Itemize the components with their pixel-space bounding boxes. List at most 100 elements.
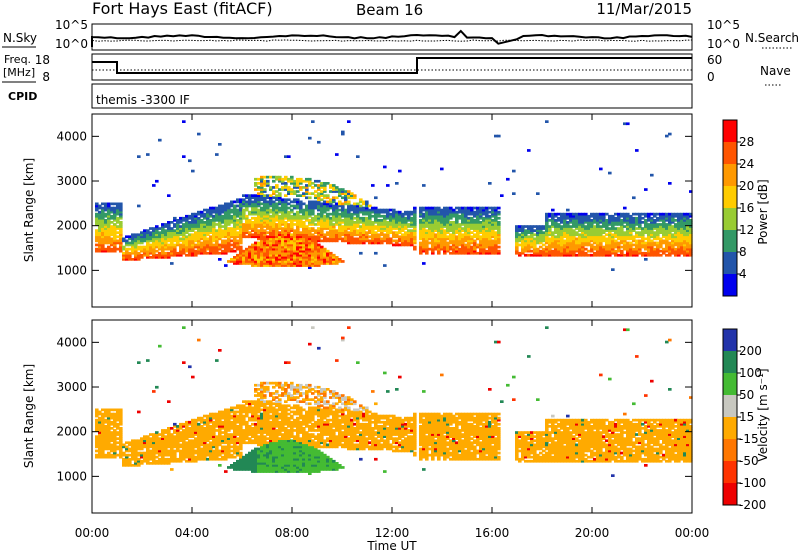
power-cell [419,227,423,230]
power-cell [266,245,270,249]
power-cell [452,251,456,255]
velocity-cell [116,441,120,445]
power-cell [167,253,171,257]
power-cell [278,239,282,243]
power-cell [170,249,174,253]
power-cell [554,227,558,230]
power-cell [203,212,207,216]
power-cell [353,237,357,241]
power-cell [248,210,252,214]
power-cell [206,221,210,224]
power-cell [224,202,228,206]
power-cell [566,251,570,255]
power-cell [470,208,474,212]
power-cell [314,241,318,245]
velocity-cell [104,439,108,443]
power-cell [155,227,159,230]
power-cell [332,237,336,241]
power-cell [275,194,279,197]
power-cell [362,210,366,214]
power-cell [215,243,219,247]
power-cell [101,233,105,237]
power-cell [221,219,225,222]
power-cell [230,200,234,204]
power-cell [206,251,210,255]
velocity-cell [221,435,225,438]
power-cell [350,204,354,208]
power-cell [452,208,456,212]
power-cell [260,210,264,214]
velocity-cell [128,447,132,451]
power-cell [254,216,258,220]
power-cell [203,225,207,228]
power-cell [239,223,243,226]
power-cell [308,192,312,195]
velocity-cell [158,433,162,436]
power-cell [314,190,318,193]
power-cell [236,219,240,222]
power-cell [395,212,399,216]
power-cell [281,235,285,239]
power-cell [560,253,564,257]
power-cell [302,249,306,253]
power-cell [386,225,390,228]
velocity-cell [209,449,213,453]
power-cell [683,249,687,253]
power-cell [575,249,579,253]
power-cell [191,233,195,237]
velocity-cell [215,412,219,416]
velocity-cell [188,433,192,436]
power-cell [260,262,264,265]
velocity-cell [212,435,216,438]
power-cell [233,204,237,208]
power-cell [263,264,267,267]
power-cell [452,243,456,247]
power-cell [563,214,567,218]
power-cell [107,239,111,243]
power-cell [188,247,192,251]
power-cell [470,241,474,245]
velocity-cell [113,441,117,445]
power-cell [119,243,123,247]
power-cell [521,225,525,228]
power-cell [212,210,216,214]
power-cell [494,212,498,216]
power-cell [179,231,183,234]
velocity-cell [239,439,243,443]
power-cell [248,223,252,226]
velocity-cell [200,425,204,428]
power-cell [326,251,330,255]
power-cell [398,225,402,228]
power-cell [260,258,264,261]
power-cell [245,235,249,239]
power-cell [617,237,621,241]
power-cell [347,237,351,241]
power-cell [449,223,453,226]
power-cell [215,245,219,249]
power-cell [305,260,309,263]
power-cell [164,225,168,228]
power-cell [152,241,156,245]
power-cell [557,251,561,255]
power-cell [152,247,156,251]
power-cell [671,233,675,237]
power-cell [569,216,573,220]
power-cell [491,214,495,218]
power-cell [614,212,618,216]
power-cell [434,227,438,230]
power-cell [440,241,444,245]
power-cell [530,243,534,247]
power-cell [266,214,270,218]
velocity-cell [113,435,117,438]
power-cell [206,243,210,247]
power-cell [359,208,363,212]
power-cell [290,227,294,230]
power-cell [431,231,435,234]
velocity-cell [179,435,183,438]
power-cell [158,138,162,142]
power-cell [263,245,267,249]
power-cell [101,231,105,234]
power-cell [419,210,423,214]
power-cell [437,206,441,210]
power-cell [566,235,570,239]
